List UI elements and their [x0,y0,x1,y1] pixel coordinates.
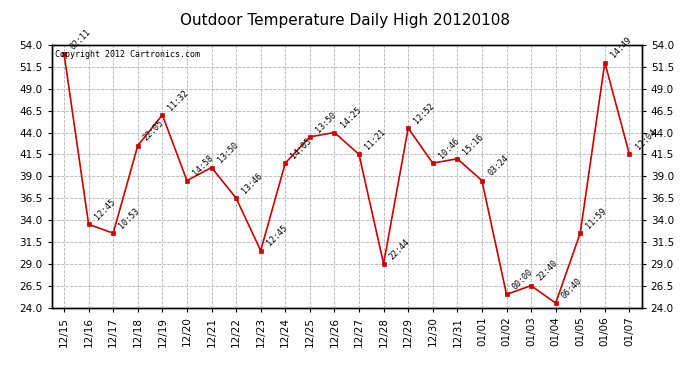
Text: 10:53: 10:53 [117,206,141,230]
Text: 10:46: 10:46 [437,136,461,160]
Text: 12:04: 12:04 [633,128,658,152]
Text: 13:50: 13:50 [314,110,338,134]
Text: 06:40: 06:40 [560,276,584,300]
Text: 22:44: 22:44 [388,237,412,261]
Text: 13:46: 13:46 [240,171,264,195]
Text: 22:40: 22:40 [535,259,560,283]
Text: Outdoor Temperature Daily High 20120108: Outdoor Temperature Daily High 20120108 [180,13,510,28]
Text: 14:05: 14:05 [289,136,313,160]
Text: 11:21: 11:21 [363,128,387,152]
Text: 14:58: 14:58 [191,154,215,178]
Text: 02:11: 02:11 [68,27,92,51]
Text: 11:59: 11:59 [584,206,609,230]
Text: 22:05: 22:05 [142,119,166,143]
Text: 13:50: 13:50 [216,141,239,165]
Text: 12:52: 12:52 [413,101,436,125]
Text: 15:16: 15:16 [462,132,486,156]
Text: 03:24: 03:24 [486,154,510,178]
Text: 14:49: 14:49 [609,36,633,60]
Text: 12:45: 12:45 [92,198,117,222]
Text: 12:45: 12:45 [265,224,289,248]
Text: 14:25: 14:25 [339,106,363,130]
Text: Copyright 2012 Cartronics.com: Copyright 2012 Cartronics.com [55,50,199,59]
Text: 00:00: 00:00 [511,267,535,292]
Text: 11:32: 11:32 [166,88,190,112]
